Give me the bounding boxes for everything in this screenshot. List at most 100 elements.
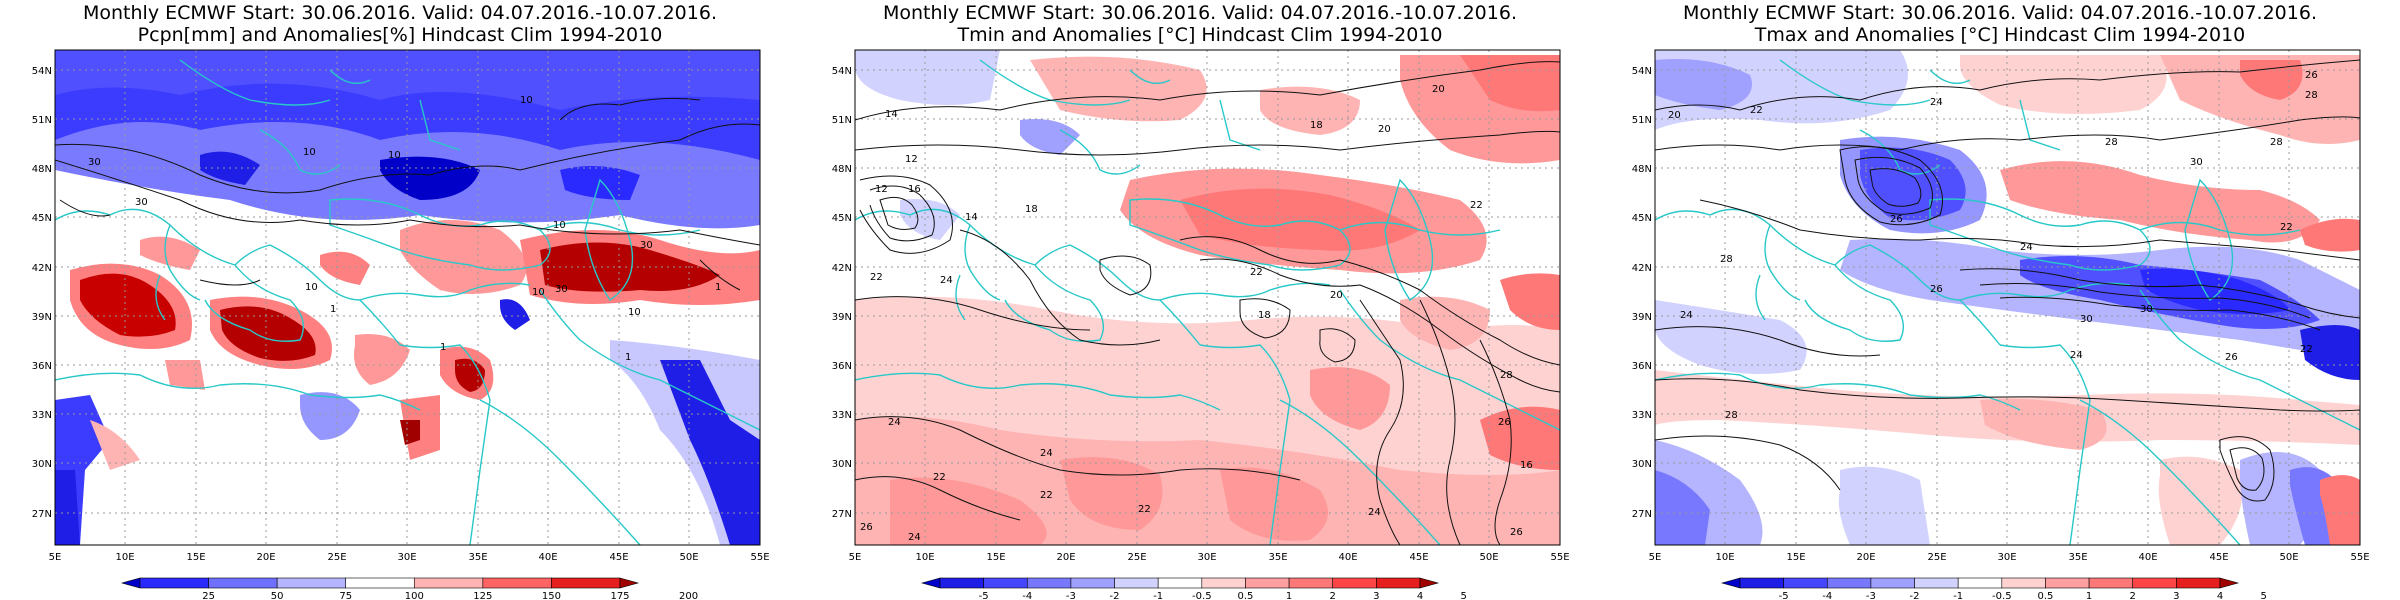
panel-title: Monthly ECMWF Start: 30.06.2016. Valid: …: [83, 2, 717, 24]
colorbar-swatch: [345, 577, 415, 589]
colorbar-label: 100: [405, 591, 424, 600]
svg-text:42N: 42N: [832, 263, 852, 274]
contour-label: 20: [1378, 124, 1391, 135]
colorbar-swatch: [413, 577, 484, 589]
contour-label: 22: [2280, 222, 2293, 233]
svg-text:30E: 30E: [397, 552, 416, 563]
svg-text:15E: 15E: [186, 552, 205, 563]
coastlines: [55, 59, 760, 545]
coastlines: [1655, 59, 2360, 545]
contours: [55, 97, 760, 291]
colorbar-label: -5: [1779, 591, 1789, 600]
panel-title: Monthly ECMWF Start: 30.06.2016. Valid: …: [883, 2, 1517, 24]
contour-label: 24: [940, 275, 953, 286]
contours: [855, 61, 1560, 545]
svg-text:55E: 55E: [750, 552, 769, 563]
lat-tick-labels: 54N 51N 48N 45N 42N 39N 36N 33N 30N 27N: [1632, 66, 1652, 520]
contour-label: 26: [2225, 352, 2238, 363]
contour-label: 24: [888, 417, 901, 428]
svg-text:50E: 50E: [1479, 552, 1498, 563]
map-svg: 10 10 10 10 10 10 10 30 30 30 30 1 1 1 1…: [32, 49, 770, 600]
colorbar-swatch: [1739, 577, 1784, 589]
svg-text:40E: 40E: [2138, 552, 2157, 563]
svg-text:20E: 20E: [1856, 552, 1875, 563]
contour-label: 1: [625, 352, 631, 363]
contour-label: 10: [628, 307, 641, 318]
panel-title: Monthly ECMWF Start: 30.06.2016. Valid: …: [1683, 2, 2317, 24]
contour-label: 24: [2020, 242, 2033, 253]
svg-text:27N: 27N: [32, 509, 52, 520]
lat-tick-labels: 54N 51N 48N 45N 42N 39N 36N 33N 30N 27N: [32, 66, 52, 520]
svg-text:35E: 35E: [468, 552, 487, 563]
panel-tmin: Monthly ECMWF Start: 30.06.2016. Valid: …: [800, 0, 1600, 600]
contour-label: 20: [1432, 84, 1445, 95]
colorbar-label: 0.5: [1238, 591, 1254, 600]
colorbar-label: 3: [2173, 591, 2179, 600]
colorbar-arrow-low: [120, 577, 141, 589]
map-svg: 14 12 12 16 14 18 18 20 20 22 22 22 24 2…: [832, 49, 1570, 600]
colorbar-swatch: [1026, 577, 1072, 589]
contour-label: 1: [330, 304, 336, 315]
colorbar-swatch: [1826, 577, 1872, 589]
panel-tmax: Monthly ECMWF Start: 30.06.2016. Valid: …: [1600, 0, 2400, 600]
contour-label: 24: [1040, 448, 1053, 459]
colorbar-label: -4: [1822, 591, 1832, 600]
colorbar-swatch: [482, 577, 552, 589]
svg-text:45E: 45E: [609, 552, 628, 563]
colorbar-label: 5: [1460, 591, 1466, 600]
contour-label: 24: [908, 532, 921, 543]
colorbar-swatch: [2045, 577, 2090, 589]
contour-label: 10: [532, 287, 545, 298]
colorbar-arrow-high: [1419, 577, 1440, 589]
contour-label: 10: [520, 95, 533, 106]
colorbar-label: 4: [1417, 591, 1423, 600]
colorbar-swatch: [1245, 577, 1290, 589]
contour-label: 22: [1470, 200, 1483, 211]
colorbar-swatch: [1114, 577, 1159, 589]
colorbar-label: 4: [2217, 591, 2223, 600]
contour-label: 22: [870, 272, 883, 283]
colorbar-label: 75: [339, 591, 352, 600]
colorbar-swatch: [139, 577, 209, 589]
colorbar-swatch: [1957, 577, 2003, 589]
contour-label: 22: [1250, 267, 1263, 278]
svg-text:45N: 45N: [832, 213, 852, 224]
contour-labels: 26 28 20 22 24 28 30 28 26 24 22 28 26 2…: [1668, 70, 2318, 421]
svg-text:36N: 36N: [832, 361, 852, 372]
contour-label: 22: [933, 472, 946, 483]
svg-text:54N: 54N: [832, 66, 852, 77]
contour-label: 18: [1310, 120, 1323, 131]
svg-text:51N: 51N: [1632, 115, 1652, 126]
colorbar-label: 150: [542, 591, 561, 600]
svg-text:45E: 45E: [1409, 552, 1428, 563]
svg-text:33N: 33N: [832, 410, 852, 421]
svg-text:10E: 10E: [115, 552, 134, 563]
contour-label: 14: [885, 109, 898, 120]
svg-text:39N: 39N: [1632, 312, 1652, 323]
contour-label: 24: [1680, 310, 1693, 321]
contour-label: 12: [875, 184, 888, 195]
grid-lines: [855, 50, 1560, 545]
colorbar-arrow-low: [920, 577, 941, 589]
anomaly-field: [55, 50, 760, 545]
colorbar-swatch: [1376, 577, 1421, 589]
contour-label: 26: [1890, 214, 1903, 225]
contour-label: 30: [135, 197, 148, 208]
coastlines: [855, 59, 1560, 545]
svg-text:54N: 54N: [32, 66, 52, 77]
svg-text:10E: 10E: [1715, 552, 1734, 563]
colorbar-arrow-high: [619, 577, 640, 589]
panel-precipitation: Monthly ECMWF Start: 30.06.2016. Valid: …: [0, 0, 800, 600]
colorbar-label: -3: [1066, 591, 1076, 600]
panel-subtitle: Tmax and Anomalies [°C] Hindcast Clim 19…: [1754, 24, 2246, 46]
svg-text:27N: 27N: [1632, 509, 1652, 520]
svg-text:27N: 27N: [832, 509, 852, 520]
colorbar-label: -2: [1910, 591, 1920, 600]
panel-subtitle: Pcpn[mm] and Anomalies[%] Hindcast Clim …: [137, 24, 663, 46]
colorbar-label: 1: [1286, 591, 1292, 600]
colorbar: -5 -4 -3 -2 -1 -0.5 0.5 1 2 3 4 5: [1720, 577, 2267, 600]
contour-label: 30: [555, 284, 568, 295]
svg-text:45N: 45N: [1632, 213, 1652, 224]
contour-label: 28: [1500, 370, 1513, 381]
colorbar-label: -1: [1953, 591, 1963, 600]
